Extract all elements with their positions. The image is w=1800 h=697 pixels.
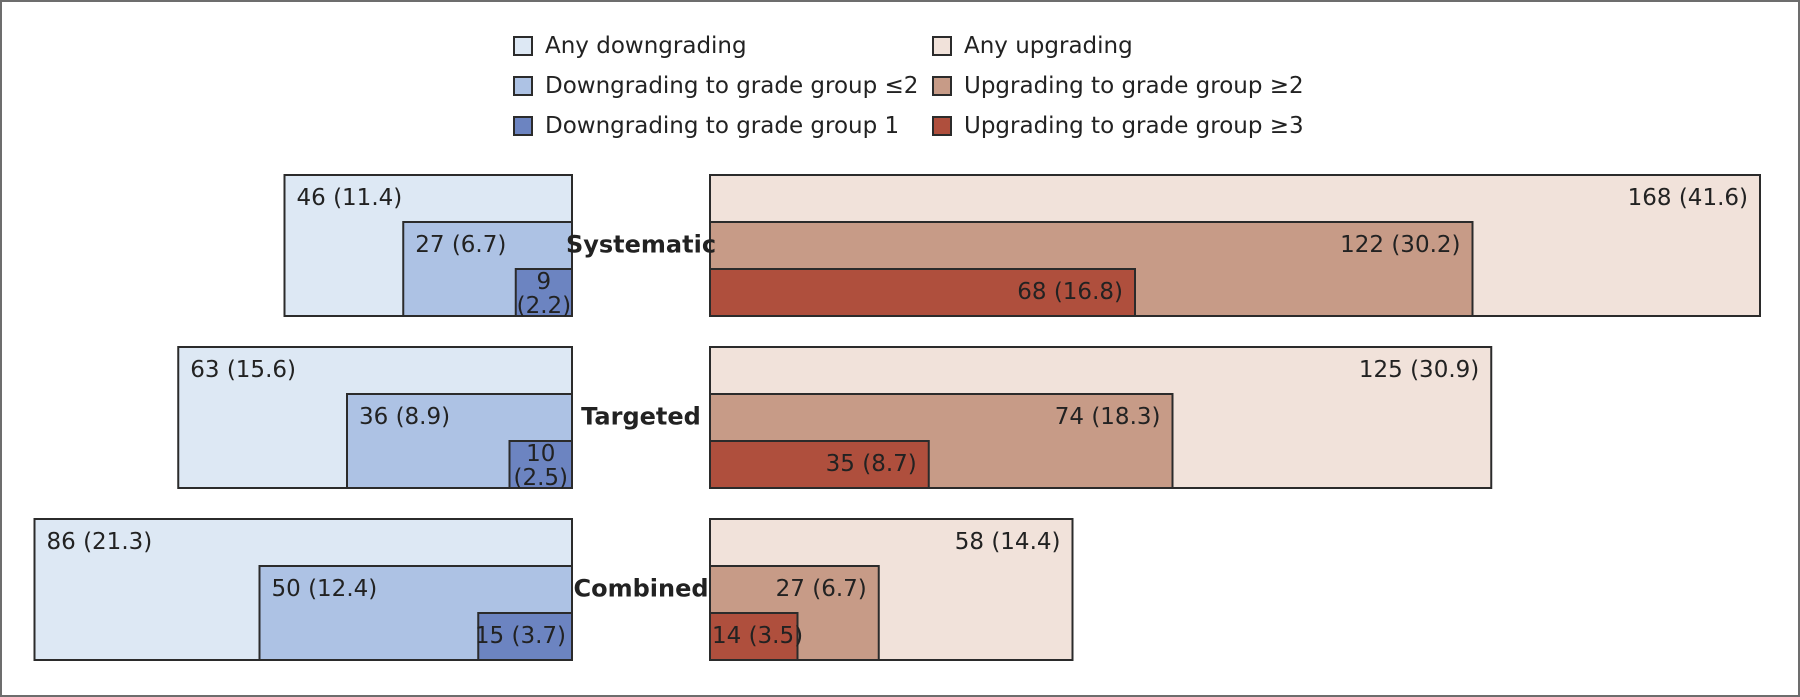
- legend-label: Downgrading to grade group ≤2: [545, 73, 919, 99]
- data-label-upgrading-targeted-level-1: 125 (30.9): [1359, 357, 1479, 383]
- legend-item-any-downgrading: Any downgrading: [513, 31, 747, 61]
- data-label-downgrading-systematic-level-1: 46 (11.4): [297, 185, 403, 211]
- legend-item-upgrading-ge2: Upgrading to grade group ≥2: [932, 71, 1304, 101]
- category-label-combined: Combined: [573, 575, 708, 603]
- data-label-upgrading-systematic-level-3: 68 (16.8): [1017, 279, 1123, 305]
- data-label-downgrading-targeted-level-3: 10 (2.5): [513, 441, 568, 491]
- data-label-downgrading-systematic-level-3: 9 (2.2): [517, 269, 572, 319]
- legend-swatch-upgrading-ge2: [932, 76, 952, 96]
- category-label-systematic: Systematic: [566, 231, 716, 259]
- data-label-downgrading-targeted-level-1: 63 (15.6): [190, 357, 296, 383]
- legend-label: Upgrading to grade group ≥2: [964, 73, 1304, 99]
- legend-item-downgrading-gg1: Downgrading to grade group 1: [513, 111, 899, 141]
- data-label-upgrading-systematic-level-2: 122 (30.2): [1340, 232, 1460, 258]
- data-label-downgrading-targeted-level-2: 36 (8.9): [359, 404, 450, 430]
- data-label-upgrading-targeted-level-3: 35 (8.7): [826, 451, 917, 477]
- bar-upgrading-targeted-level-3: [709, 440, 930, 489]
- data-label-upgrading-targeted-level-2: 74 (18.3): [1055, 404, 1161, 430]
- data-label-downgrading-combined-level-1: 86 (21.3): [47, 529, 153, 555]
- legend-swatch-any-downgrading: [513, 36, 533, 56]
- bar-upgrading-systematic-level-3: [709, 268, 1136, 317]
- data-label-upgrading-systematic-level-1: 168 (41.6): [1628, 185, 1748, 211]
- legend-label: Downgrading to grade group 1: [545, 113, 900, 139]
- data-label-upgrading-combined-level-2: 27 (6.7): [776, 576, 867, 602]
- legend-item-upgrading-ge3: Upgrading to grade group ≥3: [932, 111, 1304, 141]
- bar-upgrading-combined-level-3: [709, 612, 799, 661]
- category-label-targeted: Targeted: [581, 403, 701, 431]
- legend-swatch-any-upgrading: [932, 36, 952, 56]
- data-label-downgrading-combined-level-2: 50 (12.4): [272, 576, 378, 602]
- data-label-upgrading-combined-level-3: 14 (3.5): [712, 623, 803, 649]
- data-label-downgrading-combined-level-3: 15 (3.7): [475, 623, 566, 649]
- legend-label: Upgrading to grade group ≥3: [964, 113, 1304, 139]
- bar-downgrading-combined-level-3: [477, 612, 573, 661]
- legend-item-downgrading-le2: Downgrading to grade group ≤2: [513, 71, 918, 101]
- legend-swatch-upgrading-ge3: [932, 116, 952, 136]
- legend-swatch-downgrading-le2: [513, 76, 533, 96]
- data-label-upgrading-combined-level-1: 58 (14.4): [955, 529, 1061, 555]
- legend-item-any-upgrading: Any upgrading: [932, 31, 1133, 61]
- bar-downgrading-targeted-level-3: [508, 440, 573, 489]
- data-label-downgrading-systematic-level-2: 27 (6.7): [415, 232, 506, 258]
- legend-label: Any upgrading: [964, 33, 1133, 59]
- legend: Any downgrading Downgrading to grade gro…: [0, 0, 1800, 150]
- bar-downgrading-systematic-level-3: [514, 268, 573, 317]
- legend-swatch-downgrading-gg1: [513, 116, 533, 136]
- legend-label: Any downgrading: [545, 33, 747, 59]
